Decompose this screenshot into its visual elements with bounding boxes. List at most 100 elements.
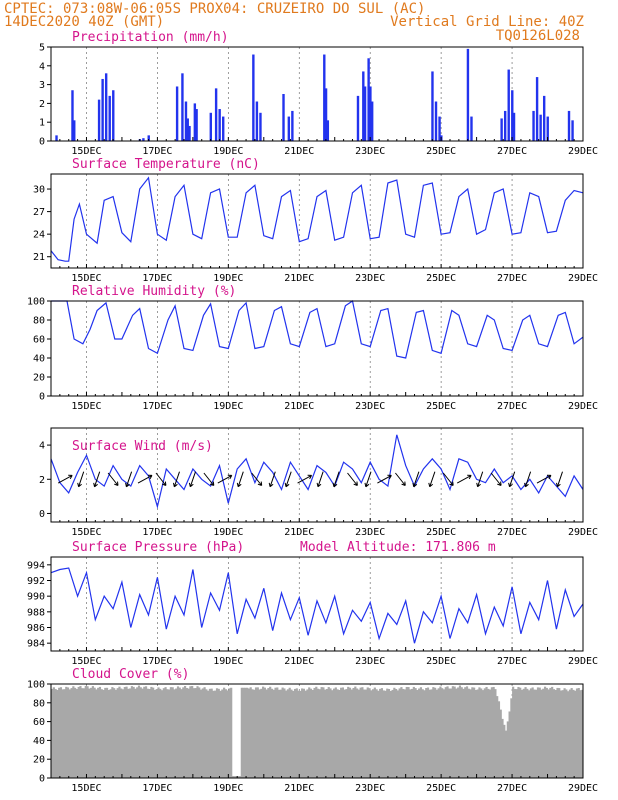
precip-bar xyxy=(546,116,549,141)
precip-frame xyxy=(50,46,584,142)
cloud-bar xyxy=(192,688,196,778)
cloud-bar xyxy=(237,776,240,778)
cloud-bar xyxy=(497,701,501,778)
wind-arrow xyxy=(77,471,85,488)
cloud-bar xyxy=(499,709,502,778)
cloud-bar xyxy=(153,689,157,778)
cloud-bar xyxy=(538,687,541,778)
cloud-bar xyxy=(403,689,407,778)
cloud-title: Cloud Cover (%) xyxy=(72,667,189,682)
x-tick-label: 23DEC xyxy=(355,783,385,794)
y-tick-label: 40 xyxy=(33,736,45,747)
cloud-bar xyxy=(490,687,493,778)
cloud-bar xyxy=(533,689,536,778)
x-tick-label: 29DEC xyxy=(568,656,598,667)
cloud-bar xyxy=(260,688,263,778)
cloud-bar xyxy=(389,690,392,778)
x-tick-label: 27DEC xyxy=(497,146,527,157)
cloud-bar xyxy=(430,689,433,778)
x-tick-label: 27DEC xyxy=(497,527,527,538)
cloud-bar xyxy=(215,688,219,778)
cloud-bar xyxy=(485,686,488,778)
precip-bar xyxy=(222,116,225,141)
cloud-bar xyxy=(169,687,172,778)
cloud-bar xyxy=(68,689,71,778)
cloud-bar xyxy=(474,689,477,778)
cloud-bar xyxy=(528,690,531,778)
y-tick-label: 2 xyxy=(39,99,45,110)
cloud-bar xyxy=(543,686,547,778)
x-tick-label: 15DEC xyxy=(71,401,101,412)
cloud-bar xyxy=(201,688,204,778)
cloud-bar xyxy=(481,690,485,778)
cloud-bar xyxy=(329,688,332,778)
cloud-bar xyxy=(146,688,149,778)
cloud-bar xyxy=(281,687,284,778)
cloud-bar xyxy=(480,688,483,778)
cloud-bar xyxy=(517,686,520,778)
cloud-bar xyxy=(357,689,360,778)
y-tick-label: 984 xyxy=(27,639,45,650)
y-tick-label: 60 xyxy=(33,335,45,346)
cloud-bar xyxy=(409,689,412,778)
cloud-bar xyxy=(483,688,486,778)
cloud-bar xyxy=(100,689,103,778)
precip-bar xyxy=(512,112,516,141)
precip-bar xyxy=(252,54,255,141)
precip-bar xyxy=(438,116,441,141)
wind-arrow xyxy=(332,471,340,488)
cloud-bar xyxy=(238,776,242,778)
cloud-bar xyxy=(61,689,64,778)
cloud-bar xyxy=(379,688,382,778)
cloud-bar xyxy=(343,689,346,778)
cloud-bar xyxy=(144,686,148,778)
cloud-bar xyxy=(552,689,556,778)
cloud-bar xyxy=(152,687,155,778)
x-tick-label: 23DEC xyxy=(355,146,385,157)
x-tick-label: 19DEC xyxy=(213,783,243,794)
cloud-bar xyxy=(524,687,527,778)
x-tick-label: 15DEC xyxy=(71,656,101,667)
x-tick-label: 15DEC xyxy=(71,273,101,284)
cloud-bar xyxy=(345,689,348,778)
precip-bar xyxy=(195,109,198,141)
cloud-bar xyxy=(410,688,414,778)
cloud-bar xyxy=(577,687,580,778)
temp-line xyxy=(50,176,584,262)
cloud-bar xyxy=(233,776,236,778)
cloud-bar xyxy=(448,688,451,778)
cloud-bar xyxy=(306,689,309,778)
cloud-bar xyxy=(308,687,311,778)
cloud-bar xyxy=(164,687,167,778)
cloud-bar xyxy=(535,689,538,778)
cloud-bar xyxy=(226,690,229,778)
cloud-bar xyxy=(301,688,304,778)
cloud-bar xyxy=(579,690,582,778)
wind-arrow xyxy=(364,471,372,488)
cloud-bar xyxy=(435,689,438,778)
cloud-bar xyxy=(293,688,297,778)
cloud-bar xyxy=(336,689,339,778)
cloud-bar xyxy=(139,687,142,778)
precip-title: Precipitation (mm/h) xyxy=(72,30,229,45)
cloud-bar xyxy=(304,690,307,778)
cloud-bar xyxy=(460,687,463,778)
cloud-bar xyxy=(332,688,336,778)
cloud-bar xyxy=(371,689,375,778)
cloud-bar xyxy=(510,698,513,778)
cloud-bar xyxy=(446,686,449,778)
cloud-bar xyxy=(189,686,192,778)
cloud-bar xyxy=(529,688,532,778)
cloud-bar xyxy=(551,686,554,778)
x-tick-label: 27DEC xyxy=(497,273,527,284)
temp-panel: Surface Temperature (nC) 21 24 27 30 15DEC 17… xyxy=(33,157,598,284)
wind-arrow xyxy=(137,474,153,484)
precip-bar xyxy=(175,86,179,141)
cloud-bar xyxy=(121,689,125,778)
cloud-bar xyxy=(515,689,518,778)
cloud-bar xyxy=(185,687,188,778)
x-tick-label: 29DEC xyxy=(568,783,598,794)
cloud-bar xyxy=(143,686,146,778)
precip-bar xyxy=(511,90,514,141)
